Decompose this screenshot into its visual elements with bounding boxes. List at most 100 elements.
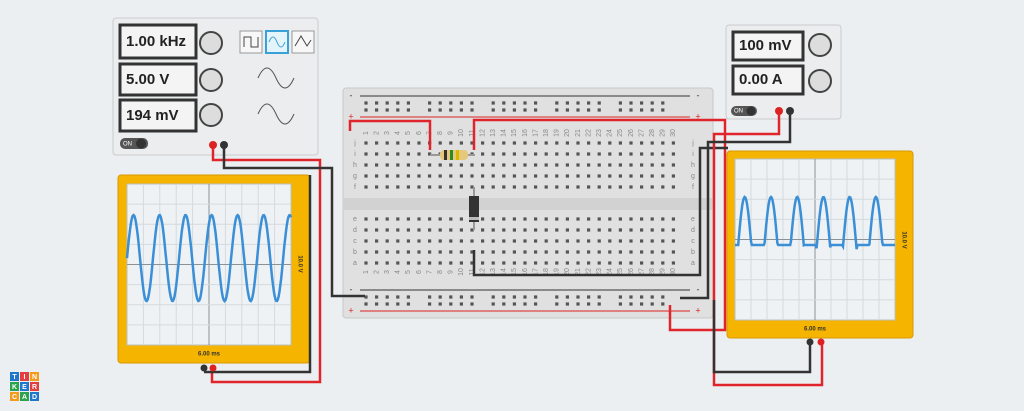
hole xyxy=(417,239,421,243)
rail-hole xyxy=(470,101,474,105)
frequency: 1.00 kHz xyxy=(126,33,186,50)
hole xyxy=(438,261,442,265)
hole xyxy=(576,174,580,178)
hole xyxy=(449,261,453,265)
hole xyxy=(481,163,485,167)
breadboard[interactable]: 1122334455667788991010111112121313141415… xyxy=(342,87,714,319)
rail-hole xyxy=(406,302,410,306)
hole xyxy=(375,174,379,178)
trace xyxy=(735,195,895,251)
hole xyxy=(512,152,516,156)
rail-hole xyxy=(618,108,622,112)
power-supply[interactable]: 100 mV 0.00 A ON xyxy=(725,24,842,120)
band xyxy=(469,217,479,220)
terminal[interactable] xyxy=(775,107,783,115)
logo: T I N K E R C A D xyxy=(10,372,39,401)
rail-hole xyxy=(438,101,442,105)
wire xyxy=(472,146,728,277)
hole xyxy=(629,141,633,145)
hole xyxy=(597,163,601,167)
hole xyxy=(650,174,654,178)
diode[interactable] xyxy=(469,187,479,230)
hole xyxy=(396,239,400,243)
hole xyxy=(481,250,485,254)
rail-hole xyxy=(629,108,633,112)
hole xyxy=(661,228,665,232)
hole xyxy=(555,141,559,145)
column-number: 21 xyxy=(575,129,582,137)
knob[interactable] xyxy=(199,31,223,55)
hole xyxy=(459,185,463,189)
rail-hole xyxy=(470,302,474,306)
hole xyxy=(385,217,389,221)
rail-hole xyxy=(512,295,516,299)
terminal[interactable] xyxy=(806,338,814,346)
hole xyxy=(650,250,654,254)
hole xyxy=(640,228,644,232)
wire xyxy=(210,145,322,384)
rail-hole xyxy=(650,302,654,306)
hole xyxy=(512,141,516,145)
hole xyxy=(470,141,474,145)
logo-letter: N xyxy=(32,374,37,381)
hole xyxy=(406,261,410,265)
rail-hole xyxy=(523,302,527,306)
hole xyxy=(491,152,495,156)
function-generator[interactable]: 1.00 kHz 5.00 V 194 mV ON xyxy=(112,17,319,156)
column-number: 28 xyxy=(649,268,656,276)
wire xyxy=(222,145,365,298)
resistor[interactable] xyxy=(430,150,475,160)
hole xyxy=(555,174,559,178)
terminal[interactable] xyxy=(817,338,825,346)
rail-hole xyxy=(523,108,527,112)
hole xyxy=(385,174,389,178)
column-number: 16 xyxy=(522,268,529,276)
terminal[interactable] xyxy=(786,107,794,115)
hole xyxy=(555,239,559,243)
row-letter: c xyxy=(353,238,357,245)
hole xyxy=(481,261,485,265)
row-letter: i xyxy=(354,151,356,158)
oscilloscope-left[interactable]: 6.00 ms 10.0 V xyxy=(117,174,311,364)
icon xyxy=(257,67,295,89)
hole xyxy=(364,217,368,221)
rail-hole xyxy=(470,295,474,299)
terminal[interactable] xyxy=(209,141,217,149)
hole xyxy=(523,217,527,221)
hole xyxy=(629,217,633,221)
rail-hole xyxy=(512,101,516,105)
triangle-button[interactable] xyxy=(291,30,315,54)
wire xyxy=(712,300,812,374)
knob[interactable] xyxy=(199,68,223,92)
hole xyxy=(661,152,665,156)
hole xyxy=(459,141,463,145)
body xyxy=(469,196,479,222)
hole xyxy=(640,250,644,254)
hole xyxy=(608,217,612,221)
knob[interactable] xyxy=(199,103,223,127)
logo-tile xyxy=(30,382,39,391)
hole xyxy=(640,239,644,243)
hole xyxy=(555,228,559,232)
band xyxy=(456,150,459,160)
column-number: 1 xyxy=(363,131,370,135)
column-number: 6 xyxy=(416,270,423,274)
rail-hole xyxy=(565,101,569,105)
column-number: 14 xyxy=(501,129,508,137)
terminal[interactable] xyxy=(200,364,208,372)
hole xyxy=(481,174,485,178)
hole xyxy=(481,228,485,232)
column-number: 8 xyxy=(437,131,444,135)
hole xyxy=(661,174,665,178)
terminal[interactable] xyxy=(209,364,217,372)
terminal[interactable] xyxy=(220,141,228,149)
hole xyxy=(375,141,379,145)
hole xyxy=(512,185,516,189)
knob[interactable] xyxy=(808,33,832,57)
hole xyxy=(544,261,548,265)
oscilloscope-right[interactable]: 6.00 ms 10.0 V xyxy=(726,150,914,339)
knob[interactable] xyxy=(808,69,832,93)
wire xyxy=(472,118,727,332)
hole xyxy=(618,152,622,156)
